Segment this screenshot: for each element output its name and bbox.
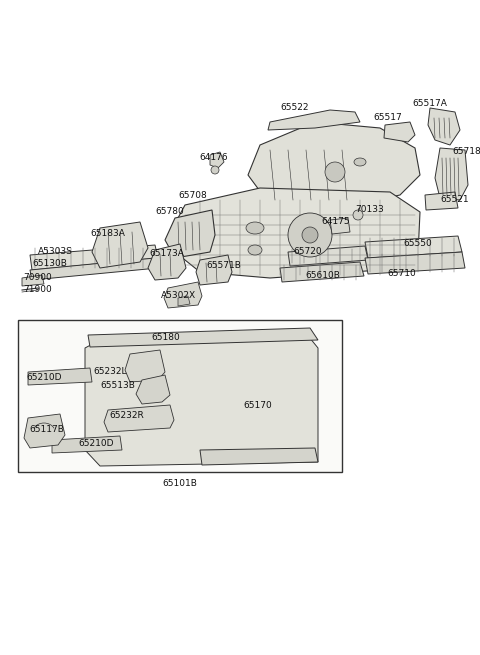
Ellipse shape [248,245,262,255]
Polygon shape [28,368,92,385]
Circle shape [211,166,219,174]
Polygon shape [178,296,190,306]
Text: 65517A: 65517A [413,100,447,109]
Text: 64175: 64175 [322,217,350,227]
Text: 65232R: 65232R [109,411,144,421]
Text: 65117B: 65117B [30,426,64,434]
Text: 65780: 65780 [156,208,184,217]
Circle shape [288,213,332,257]
Text: 71900: 71900 [24,286,52,295]
Text: 65571B: 65571B [206,261,241,271]
Polygon shape [22,275,44,286]
Polygon shape [136,375,170,404]
Text: 65210D: 65210D [26,373,62,383]
Ellipse shape [354,158,366,166]
Polygon shape [210,152,224,168]
Polygon shape [200,448,318,465]
Circle shape [325,162,345,182]
Circle shape [302,227,318,243]
Polygon shape [365,252,465,274]
Text: 65210D: 65210D [78,440,114,449]
Polygon shape [30,245,158,270]
Text: A5303S: A5303S [37,248,72,257]
Polygon shape [24,414,65,448]
Text: 64176: 64176 [200,153,228,162]
Polygon shape [425,192,458,210]
Text: 65173A: 65173A [150,248,184,257]
Text: 70900: 70900 [24,274,52,282]
Polygon shape [148,244,186,280]
Polygon shape [268,110,360,130]
Polygon shape [280,262,364,282]
Polygon shape [125,350,165,382]
Polygon shape [365,236,462,258]
Polygon shape [175,188,420,278]
Polygon shape [52,436,122,453]
Polygon shape [85,332,318,466]
Text: 65708: 65708 [179,191,207,200]
Polygon shape [30,258,158,280]
Text: 70133: 70133 [356,206,384,214]
Polygon shape [88,328,318,347]
Polygon shape [384,122,415,142]
Text: 65232L: 65232L [93,367,127,377]
Polygon shape [248,122,420,208]
Polygon shape [330,218,350,234]
Bar [18,320,342,472]
Text: 65517: 65517 [373,113,402,122]
Text: 65610B: 65610B [306,272,340,280]
Text: 65180: 65180 [152,333,180,343]
Text: 65101B: 65101B [163,479,197,489]
Polygon shape [196,255,232,285]
Text: 65718: 65718 [452,147,480,157]
Polygon shape [164,282,202,308]
Text: 65130B: 65130B [33,259,67,269]
Polygon shape [104,405,174,432]
Text: 65710: 65710 [388,269,416,278]
Text: 65521: 65521 [440,195,468,204]
Polygon shape [288,246,368,266]
Text: 65550: 65550 [404,240,432,248]
Polygon shape [92,222,148,268]
Text: 65170: 65170 [244,402,272,411]
Text: A5302X: A5302X [160,291,195,299]
Polygon shape [435,148,468,200]
Text: 65513B: 65513B [101,381,135,390]
Text: 65720: 65720 [294,248,322,257]
Circle shape [353,210,363,220]
Polygon shape [428,108,460,145]
Text: 65522: 65522 [281,103,309,113]
Text: 65183A: 65183A [91,229,125,238]
Ellipse shape [246,222,264,234]
Polygon shape [165,210,215,258]
